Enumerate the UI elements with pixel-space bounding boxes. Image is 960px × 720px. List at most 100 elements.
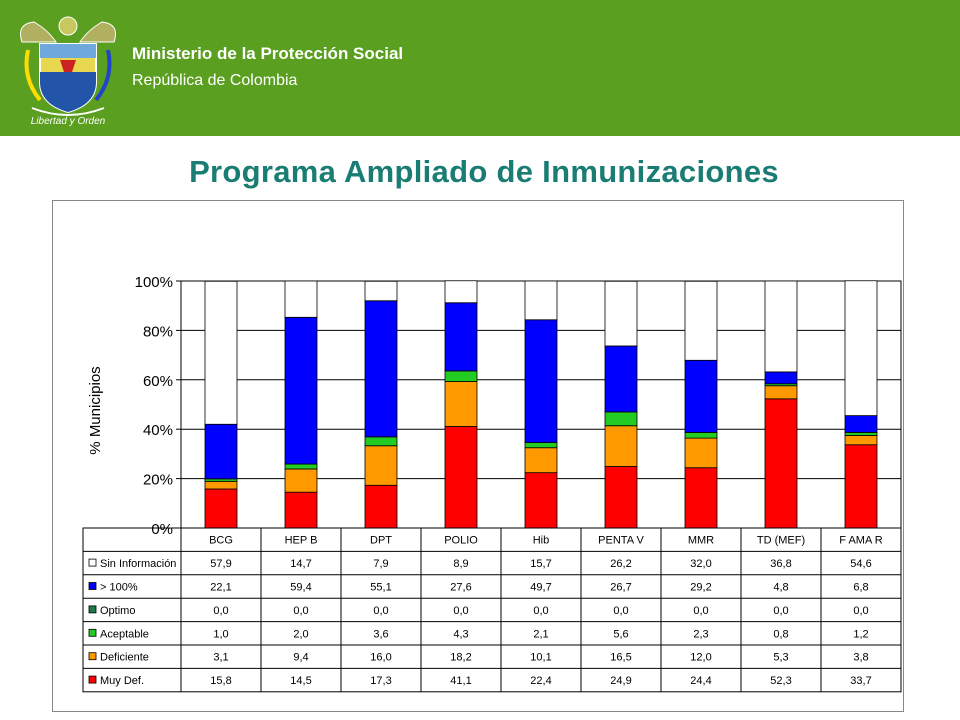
bar-segment: [604, 345, 638, 413]
legend-label: Aceptable: [100, 628, 149, 640]
table-value: 26,2: [610, 558, 631, 570]
y-tick-label: 40%: [143, 422, 173, 439]
table-value: 1,0: [213, 628, 228, 640]
table-value: 14,7: [290, 558, 311, 570]
table-value: 4,8: [773, 582, 788, 594]
y-tick-label: 60%: [143, 373, 173, 390]
bar-segment: [684, 280, 718, 361]
table-value: 4,3: [453, 628, 468, 640]
table-value: 12,0: [690, 652, 711, 664]
table-value: 26,7: [610, 582, 631, 594]
bar-segment: [204, 280, 238, 425]
table-value: 15,7: [530, 558, 551, 570]
stacked-bar-chart: 0% 20% 40% 60% 80% 100% % Municipios BCG HEP B DP…: [82, 274, 902, 693]
table-value: 16,5: [610, 652, 631, 664]
bar-segment: [524, 280, 558, 321]
table-value: 9,4: [293, 652, 308, 664]
bar-segment: [444, 370, 478, 382]
bar-segment: [684, 467, 718, 529]
table-value: 10,1: [530, 652, 551, 664]
bar-segment: [364, 445, 398, 486]
table-value: 0,0: [533, 605, 548, 617]
legend-label: Muy Def.: [100, 675, 144, 687]
table-value: 22,1: [210, 582, 231, 594]
bar-segment: [364, 484, 398, 529]
bar-segment: [764, 371, 798, 385]
bar-segment: [524, 472, 558, 529]
table-value: 15,8: [210, 675, 231, 687]
table-value: 16,0: [370, 652, 391, 664]
bar-segment: [204, 423, 238, 480]
x-category-label: TD (MEF): [757, 535, 805, 547]
table-value: 0,8: [773, 628, 788, 640]
table-value: 2,0: [293, 628, 308, 640]
bar-segment: [764, 385, 798, 400]
bar-segment: [604, 280, 638, 347]
table-value: 3,6: [373, 628, 388, 640]
bar-segment: [204, 488, 238, 529]
x-category-label: HEP B: [285, 535, 318, 547]
bar-segment: [284, 316, 318, 465]
table-value: 0,0: [693, 605, 708, 617]
bar-segment: [604, 411, 638, 427]
table-value: 0,0: [213, 605, 228, 617]
table-value: 57,9: [210, 558, 231, 570]
bar-segment: [684, 359, 718, 433]
bar-segment: [524, 442, 558, 449]
bar-segment: [844, 444, 878, 529]
bar-segment: [364, 436, 398, 447]
table-value: 22,4: [530, 675, 551, 687]
table-value: 24,4: [690, 675, 711, 687]
header-bar: Libertad y Orden Ministerio de la Protec…: [0, 0, 960, 136]
table-value: 2,3: [693, 628, 708, 640]
table-value: 41,1: [450, 675, 471, 687]
bar-segment: [284, 491, 318, 529]
x-category-label: BCG: [209, 535, 233, 547]
bar-segment: [524, 319, 558, 443]
table-value: 29,2: [690, 582, 711, 594]
legend-swatch: [88, 628, 97, 637]
bar-segment: [844, 415, 878, 433]
legend-label: Deficiente: [100, 652, 149, 664]
table-value: 17,3: [370, 675, 391, 687]
table-value: 54,6: [850, 558, 871, 570]
table-value: 6,8: [853, 582, 868, 594]
legend-swatch: [88, 605, 97, 614]
y-tick-label: 0%: [151, 521, 173, 538]
chart-container: 0% 20% 40% 60% 80% 100% % Municipios BCG HEP B DP…: [52, 200, 904, 712]
y-axis-label: % Municipios: [87, 366, 104, 454]
bar-segment: [764, 398, 798, 529]
table-value: 0,0: [613, 605, 628, 617]
table-value: 24,9: [610, 675, 631, 687]
table-value: 8,9: [453, 558, 468, 570]
bar-segment: [844, 280, 878, 417]
table-value: 0,0: [853, 605, 868, 617]
table-value: 0,0: [293, 605, 308, 617]
table-value: 0,0: [373, 605, 388, 617]
table-value: 1,2: [853, 628, 868, 640]
table-value: 49,7: [530, 582, 551, 594]
y-tick-label: 20%: [143, 472, 173, 489]
bar-segment: [284, 463, 318, 470]
x-category-label: Hib: [533, 535, 550, 547]
bar-segment: [364, 300, 398, 438]
bar-segment: [684, 437, 718, 469]
table-value: 0,0: [773, 605, 788, 617]
legend-label: > 100%: [100, 582, 138, 594]
legend-swatch: [88, 652, 97, 661]
table-value: 0,0: [453, 605, 468, 617]
x-category-label: DPT: [370, 535, 392, 547]
table-value: 5,3: [773, 652, 788, 664]
table-value: 7,9: [373, 558, 388, 570]
x-category-label: MMR: [688, 535, 714, 547]
table-value: 3,1: [213, 652, 228, 664]
bar-segment: [604, 466, 638, 529]
bar-segment: [204, 480, 238, 490]
table-value: 36,8: [770, 558, 791, 570]
table-value: 18,2: [450, 652, 471, 664]
table-value: 55,1: [370, 582, 391, 594]
table-value: 27,6: [450, 582, 471, 594]
bar-segment: [444, 381, 478, 427]
legend-swatch: [88, 558, 97, 567]
legend-label: Optimo: [100, 605, 135, 617]
